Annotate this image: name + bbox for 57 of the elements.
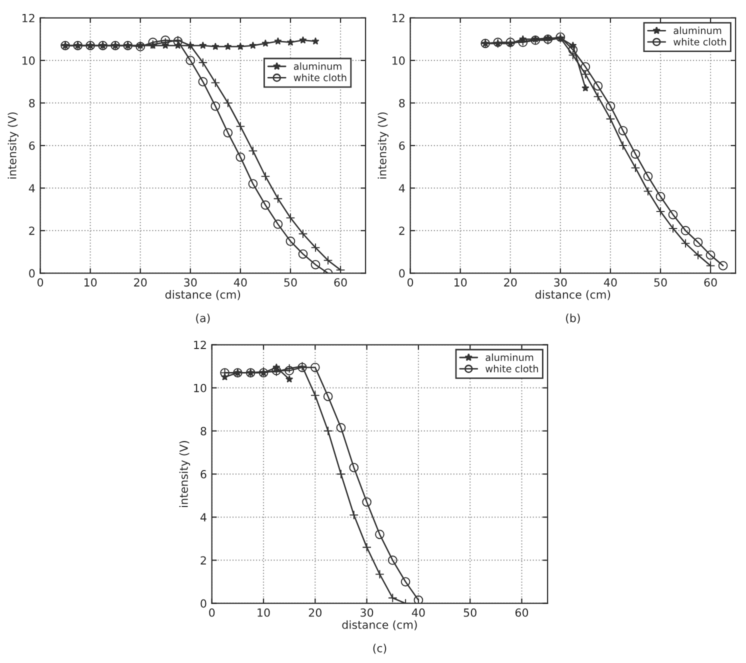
y-tick-label: 10 <box>392 56 405 65</box>
x-tick-label: 0 <box>37 278 44 287</box>
x-tick-label: 30 <box>184 278 197 287</box>
y-tick-label: 0 <box>200 599 206 608</box>
y-tick-label: 12 <box>22 14 34 22</box>
y-tick-label: 4 <box>28 184 35 192</box>
y-tick-label: 8 <box>200 426 206 436</box>
y-axis-title: intensity (V) <box>8 112 19 178</box>
y-tick-label: 8 <box>399 98 405 108</box>
x-tick-label: 50 <box>464 608 476 617</box>
x-tick-label: 50 <box>654 278 667 287</box>
x-tick-label: 10 <box>258 608 270 617</box>
legend-label: white cloth <box>674 38 726 46</box>
y-axis-title: intensity (V) <box>378 112 389 178</box>
text: (a) <box>196 314 210 324</box>
legend-label: white cloth <box>486 364 538 372</box>
x-tick-label: 10 <box>84 278 97 287</box>
y-tick-label: 0 <box>399 269 405 278</box>
x-tick-label: 40 <box>604 278 617 287</box>
x-tick-label: 0 <box>209 608 215 617</box>
y-tick-label: 2 <box>200 556 206 564</box>
x-tick-label: 0 <box>408 278 414 287</box>
y-tick-label: 12 <box>194 340 206 349</box>
x-tick-label: 60 <box>704 278 717 287</box>
y-axis-title: intensity (V) <box>179 441 190 507</box>
y-tick-label: 10 <box>22 56 35 65</box>
y-tick-label: 8 <box>29 98 35 108</box>
x-tick-label: 50 <box>284 278 297 287</box>
legend-label: aluminum <box>674 26 722 34</box>
x-axis-title: distance (cm) <box>165 290 240 300</box>
y-tick-label: 6 <box>399 142 405 150</box>
y-tick-label: 4 <box>398 184 405 192</box>
legend-label: white cloth <box>294 74 346 82</box>
x-tick-label: 20 <box>134 278 147 287</box>
text: (b) <box>566 314 580 324</box>
y-tick-label: 2 <box>399 226 404 235</box>
x-tick-label: 60 <box>334 278 347 287</box>
legend-label: aluminum <box>486 354 534 362</box>
x-tick-label: 30 <box>554 278 567 287</box>
y-tick-label: 0 <box>29 269 35 278</box>
x-tick-label: 60 <box>515 608 528 617</box>
text: (c) <box>373 644 386 654</box>
x-tick-label: 40 <box>412 608 425 617</box>
x-tick-label: 20 <box>308 608 322 617</box>
x-tick-label: 30 <box>360 608 374 617</box>
x-tick-label: 20 <box>504 278 517 287</box>
y-tick-label: 6 <box>29 142 35 150</box>
x-tick-label: 10 <box>454 278 467 287</box>
y-tick-label: 6 <box>200 470 206 478</box>
x-axis-title: distance (cm) <box>535 290 610 300</box>
y-tick-label: 12 <box>392 14 404 22</box>
y-tick-label: 4 <box>200 513 206 522</box>
legend-label: aluminum <box>294 62 342 70</box>
x-axis-title: distance (cm) <box>342 620 417 630</box>
x-tick-label: 40 <box>234 278 247 287</box>
y-tick-label: 10 <box>194 384 206 392</box>
y-tick-label: 2 <box>29 226 34 235</box>
